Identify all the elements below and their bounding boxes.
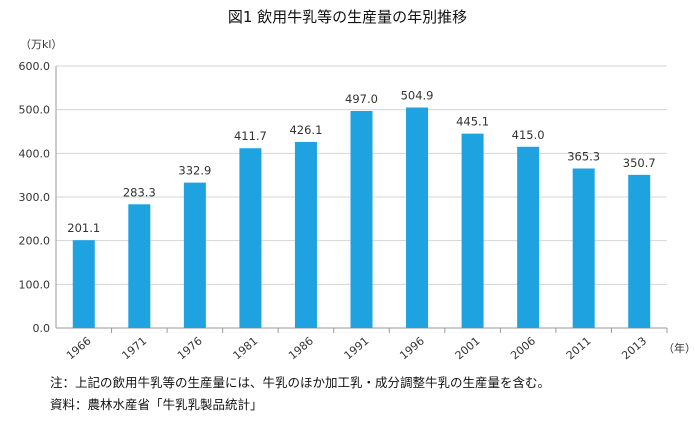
- y-axis: 0.0 100.0 200.0 300.0 400.0 500.0 600.0: [19, 60, 57, 335]
- bar: [406, 107, 429, 328]
- source-text: 資料：農林水産省「牛乳乳製品統計」: [50, 397, 263, 412]
- bar: [183, 182, 206, 328]
- x-tick-label: 1991: [342, 334, 372, 362]
- bar: [128, 204, 151, 328]
- x-tick-label: 1981: [231, 334, 261, 362]
- x-tick-label: 1986: [286, 334, 316, 362]
- data-label: 415.0: [512, 128, 545, 142]
- data-label: 350.7: [623, 156, 656, 170]
- data-label: 365.3: [567, 149, 600, 163]
- y-tick-label: 600.0: [19, 60, 51, 73]
- y-tick-label: 0.0: [33, 322, 51, 335]
- data-label: 426.1: [289, 123, 322, 137]
- x-tick-label: 2011: [564, 334, 594, 362]
- notes: 注：上記の飲用牛乳等の生産量には、牛乳のほか加工乳・成分調整牛乳の生産量を含む。…: [50, 372, 550, 416]
- y-tick-label: 200.0: [19, 235, 51, 248]
- y-axis-unit: （万kl）: [20, 38, 62, 51]
- y-tick-label: 300.0: [19, 191, 51, 204]
- bar: [572, 168, 595, 328]
- data-label: 411.7: [234, 129, 267, 143]
- data-label: 201.1: [67, 221, 100, 235]
- data-label: 332.9: [178, 164, 211, 178]
- chart-title: 図1 飲用牛乳等の生産量の年別推移: [227, 8, 468, 26]
- bar: [72, 240, 95, 328]
- bar: [239, 148, 262, 328]
- x-axis-unit: （年）: [663, 341, 695, 355]
- note-text: 注：上記の飲用牛乳等の生産量には、牛乳のほか加工乳・成分調整牛乳の生産量を含む。: [50, 375, 551, 390]
- bar: [350, 110, 373, 328]
- data-label: 283.3: [123, 185, 156, 199]
- bar: [461, 133, 484, 328]
- y-tick-label: 500.0: [19, 104, 51, 117]
- data-labels: 201.1 283.3 332.9 411.7 426.1 497.0 504.9 445.1…: [67, 89, 655, 236]
- data-label: 504.9: [401, 89, 434, 103]
- bar: [294, 141, 317, 328]
- bars: [72, 107, 651, 328]
- x-tick-label: 1976: [175, 334, 205, 362]
- x-tick-label: 2001: [453, 334, 483, 362]
- bar: [628, 174, 651, 328]
- x-tick-label: 1971: [119, 334, 149, 362]
- x-tick-label: 1966: [64, 334, 94, 362]
- bar: [517, 146, 540, 328]
- x-tick-label: 2006: [508, 334, 538, 362]
- x-axis: 1966 1971 1976 1981 1986 1991 1996 2001 2006 2011…: [64, 328, 668, 362]
- y-tick-label: 100.0: [19, 278, 51, 291]
- x-tick-label: 1996: [397, 334, 427, 362]
- x-tick-label: 2013: [619, 334, 649, 362]
- data-label: 497.0: [345, 92, 378, 106]
- data-label: 445.1: [456, 115, 489, 129]
- y-tick-label: 400.0: [19, 147, 51, 160]
